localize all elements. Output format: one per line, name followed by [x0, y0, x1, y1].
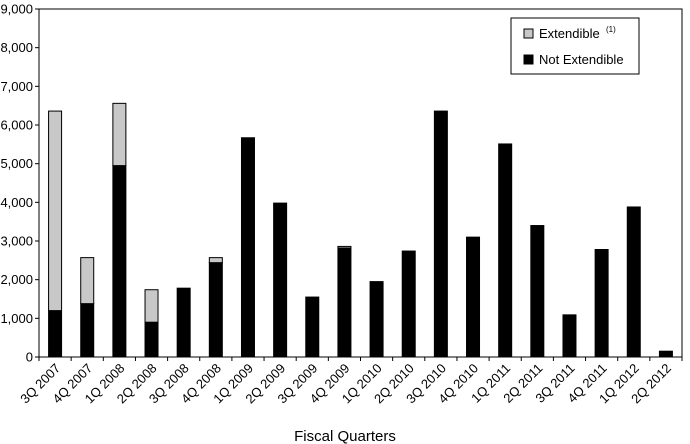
bar-not-extendible	[48, 310, 63, 358]
bar-not-extendible	[208, 262, 223, 358]
bar-not-extendible	[658, 350, 673, 358]
bar-not-extendible	[369, 281, 384, 358]
bar-not-extendible	[112, 165, 127, 358]
bar-extendible	[337, 245, 352, 249]
y-tick-label: 1,000	[0, 311, 33, 326]
legend-box	[510, 17, 640, 75]
bar-not-extendible	[466, 236, 481, 358]
bar-not-extendible	[562, 314, 577, 358]
y-tick-label: 7,000	[0, 79, 33, 94]
bar-extendible	[208, 257, 223, 264]
bar-not-extendible	[433, 110, 448, 358]
bar-not-extendible	[594, 249, 609, 358]
bar-extendible	[48, 110, 63, 312]
bar-not-extendible	[305, 296, 320, 358]
bar-not-extendible	[176, 287, 191, 358]
bar-not-extendible	[530, 225, 545, 358]
y-tick-label: 9,000	[0, 2, 33, 17]
bar-not-extendible	[144, 321, 159, 358]
y-axis-ticks: 0 1,000 2,000 3,000 4,000 5,000 6,000 7,000 8,00…	[0, 2, 39, 365]
bar-extendible	[80, 257, 95, 305]
legend-superscript-extendible: (1)	[606, 25, 616, 34]
bar-not-extendible	[240, 137, 255, 358]
bar-extendible	[112, 102, 127, 167]
y-tick-label: 2,000	[0, 272, 33, 287]
y-tick-label: 3,000	[0, 234, 33, 249]
bar-extendible	[144, 289, 159, 323]
bar-not-extendible	[498, 143, 513, 358]
bar-series	[48, 102, 673, 358]
x-axis-label: Fiscal Quarters	[294, 428, 396, 444]
y-tick-label: 4,000	[0, 195, 33, 210]
y-tick-label: 8,000	[0, 40, 33, 55]
legend-swatch-not-extendible	[523, 54, 534, 65]
y-tick-label: 0	[26, 350, 33, 365]
legend-label-extendible: Extendible	[539, 26, 600, 41]
legend-swatch-extendible	[523, 28, 534, 39]
bar-not-extendible	[80, 303, 95, 358]
bar-not-extendible	[337, 247, 352, 358]
legend: Extendible (1) Not Extendible	[510, 17, 640, 75]
bar-not-extendible	[273, 202, 288, 358]
bar-not-extendible	[401, 250, 416, 358]
y-tick-label: 5,000	[0, 156, 33, 171]
legend-label-not-extendible: Not Extendible	[539, 52, 624, 67]
bar-not-extendible	[626, 206, 641, 358]
y-tick-label: 6,000	[0, 118, 33, 133]
